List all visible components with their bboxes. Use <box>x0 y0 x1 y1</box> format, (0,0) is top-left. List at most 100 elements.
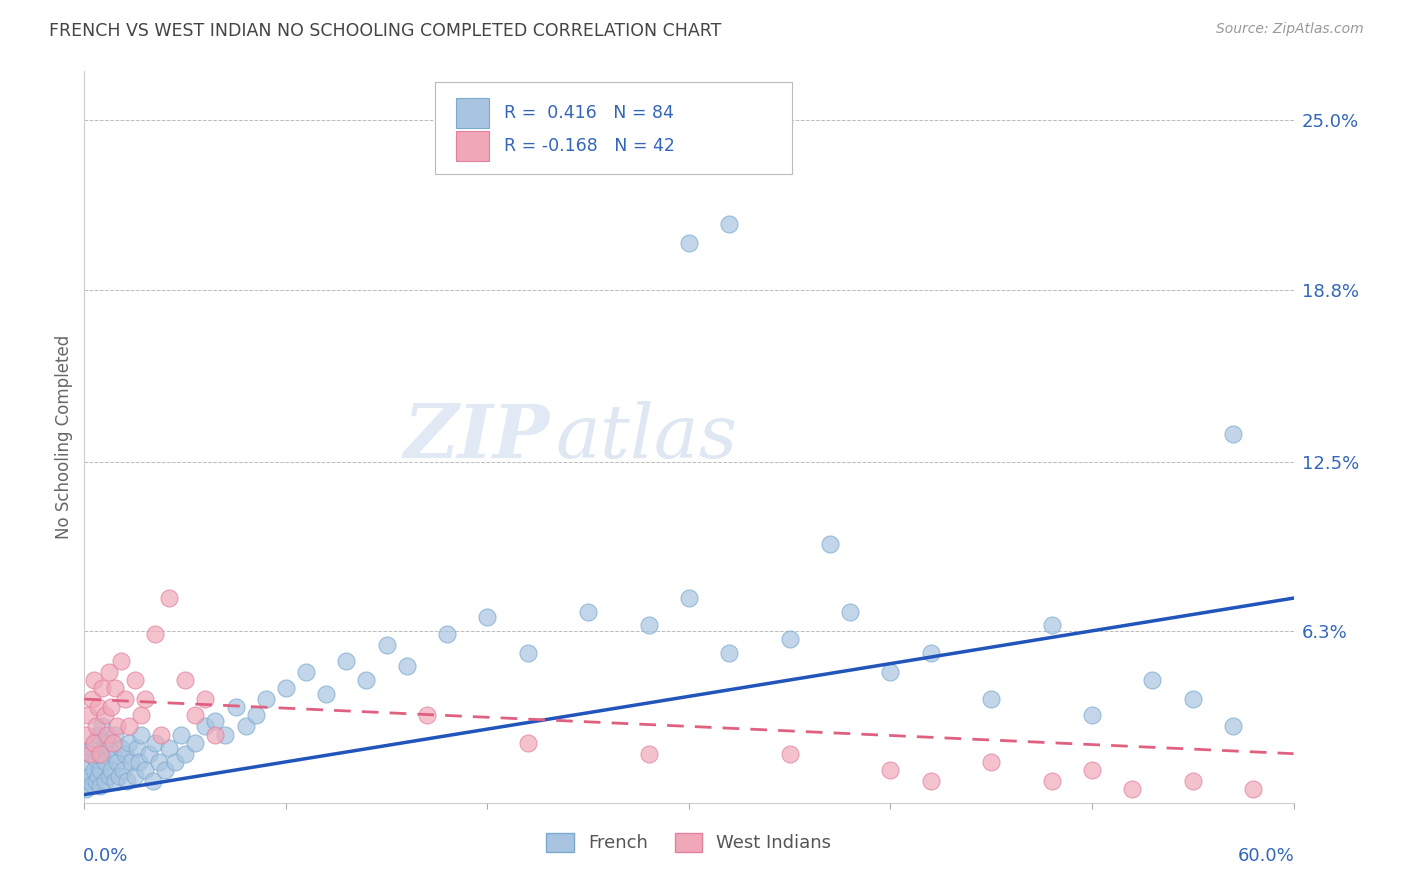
Point <box>129 708 152 723</box>
Point <box>124 768 146 782</box>
Point <box>194 719 217 733</box>
Point <box>295 665 318 679</box>
Text: atlas: atlas <box>555 401 738 474</box>
Point <box>920 646 942 660</box>
Point <box>104 774 127 789</box>
Point <box>97 741 120 756</box>
Point <box>576 605 599 619</box>
Legend: French, West Indians: French, West Indians <box>540 826 838 860</box>
Point <box>980 692 1002 706</box>
Point <box>165 755 187 769</box>
Point <box>134 692 156 706</box>
Point <box>174 747 197 761</box>
Point <box>105 755 128 769</box>
Point <box>111 763 134 777</box>
Point <box>120 755 142 769</box>
Point <box>153 763 176 777</box>
Point <box>1142 673 1164 687</box>
Point <box>477 610 499 624</box>
Point <box>375 638 398 652</box>
Point <box>79 768 101 782</box>
Point <box>1181 774 1204 789</box>
Point <box>89 780 111 794</box>
Text: 0.0%: 0.0% <box>83 847 128 864</box>
Point <box>87 700 110 714</box>
Point <box>105 719 128 733</box>
Point <box>82 692 104 706</box>
Point <box>96 736 118 750</box>
Text: FRENCH VS WEST INDIAN NO SCHOOLING COMPLETED CORRELATION CHART: FRENCH VS WEST INDIAN NO SCHOOLING COMPL… <box>49 22 721 40</box>
Point <box>157 741 180 756</box>
Bar <box>456 130 489 161</box>
Point <box>114 692 136 706</box>
Point <box>254 692 277 706</box>
Text: R =  0.416   N = 84: R = 0.416 N = 84 <box>503 104 673 122</box>
Y-axis label: No Schooling Completed: No Schooling Completed <box>55 335 73 539</box>
Point <box>214 728 236 742</box>
Point <box>1121 782 1143 797</box>
Point <box>87 768 110 782</box>
Point <box>82 777 104 791</box>
Point <box>104 681 127 695</box>
Point <box>134 763 156 777</box>
Point <box>157 591 180 606</box>
Point <box>879 763 901 777</box>
Point <box>1241 782 1264 797</box>
Point <box>1222 719 1244 733</box>
Point <box>818 536 841 550</box>
Point <box>101 736 124 750</box>
Point <box>115 774 138 789</box>
Point <box>148 755 170 769</box>
Point <box>779 632 801 646</box>
Bar <box>456 98 489 128</box>
Text: 60.0%: 60.0% <box>1237 847 1295 864</box>
Point <box>101 747 124 761</box>
Point <box>516 646 538 660</box>
Point <box>83 673 105 687</box>
Point <box>1081 763 1104 777</box>
Point <box>436 626 458 640</box>
Point <box>879 665 901 679</box>
Point <box>235 719 257 733</box>
Point <box>779 747 801 761</box>
Point <box>516 736 538 750</box>
Point <box>83 736 105 750</box>
Point <box>184 736 207 750</box>
Point <box>678 591 700 606</box>
Point <box>96 728 118 742</box>
Point <box>93 774 115 789</box>
Point <box>97 768 120 782</box>
Point <box>110 654 132 668</box>
Point <box>718 646 741 660</box>
Point <box>93 755 115 769</box>
Point <box>110 741 132 756</box>
Point <box>204 714 226 728</box>
Point <box>1081 708 1104 723</box>
FancyBboxPatch shape <box>434 82 792 174</box>
Point <box>170 728 193 742</box>
Text: Source: ZipAtlas.com: Source: ZipAtlas.com <box>1216 22 1364 37</box>
Point <box>315 687 337 701</box>
Point <box>274 681 297 695</box>
Point <box>1040 774 1063 789</box>
Point <box>79 747 101 761</box>
Point <box>980 755 1002 769</box>
Point <box>128 755 150 769</box>
Point <box>83 763 105 777</box>
Point <box>86 719 108 733</box>
Point <box>79 747 101 761</box>
Point <box>93 708 115 723</box>
Point <box>1181 692 1204 706</box>
Point <box>125 741 148 756</box>
Text: ZIP: ZIP <box>404 401 550 474</box>
Text: R = -0.168   N = 42: R = -0.168 N = 42 <box>503 137 675 155</box>
Point <box>89 747 111 761</box>
Point <box>356 673 378 687</box>
Point <box>107 768 129 782</box>
Point <box>91 747 114 761</box>
Point <box>225 700 247 714</box>
Point <box>100 700 122 714</box>
Point <box>77 755 100 769</box>
Point <box>75 728 97 742</box>
Point <box>678 236 700 251</box>
